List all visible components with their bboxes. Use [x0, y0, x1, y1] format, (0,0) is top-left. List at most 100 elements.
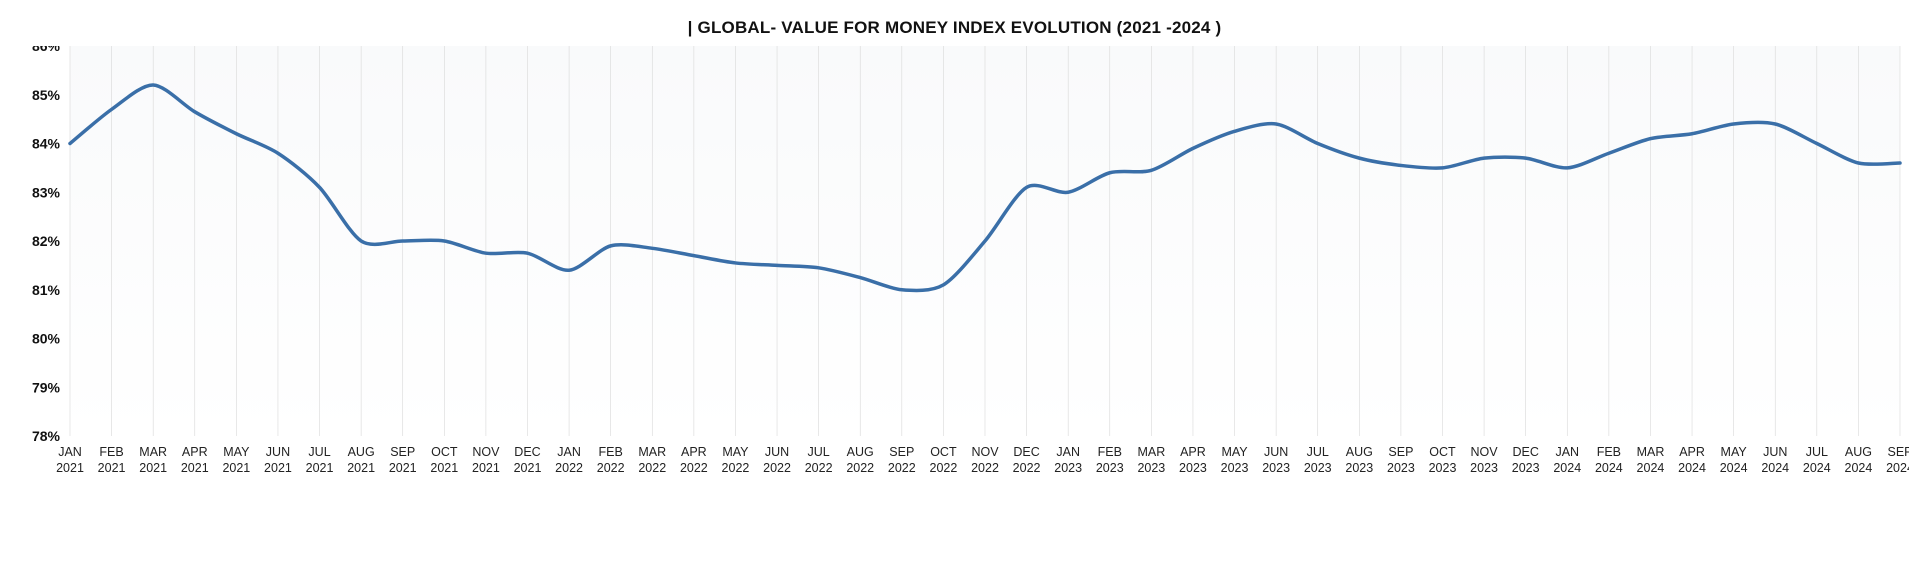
x-axis-tick-month: MAY: [1721, 445, 1748, 459]
x-axis-tick-month: APR: [182, 445, 208, 459]
x-axis-tick-year: 2022: [722, 461, 750, 475]
x-axis-tick-month: MAY: [722, 445, 749, 459]
x-axis-tick-month: AUG: [348, 445, 375, 459]
y-axis-tick-label: 79%: [32, 379, 61, 395]
x-axis-tick-year: 2023: [1387, 461, 1415, 475]
x-axis-tick-month: OCT: [1429, 445, 1456, 459]
x-axis-tick-year: 2024: [1720, 461, 1748, 475]
x-axis-tick-month: MAR: [638, 445, 666, 459]
y-axis-tick-label: 83%: [32, 184, 61, 200]
x-axis-tick-year: 2023: [1512, 461, 1540, 475]
x-axis-tick-month: JUN: [1763, 445, 1787, 459]
x-axis-tick-month: JUL: [1307, 445, 1329, 459]
x-axis-tick-year: 2021: [181, 461, 209, 475]
vfm-line-chart: | GLOBAL- VALUE FOR MONEY INDEX EVOLUTIO…: [0, 0, 1909, 586]
x-axis-tick-year: 2022: [971, 461, 999, 475]
x-axis-tick-year: 2021: [514, 461, 542, 475]
x-axis-tick-year: 2021: [347, 461, 375, 475]
x-axis-tick-year: 2023: [1179, 461, 1207, 475]
x-axis-tick-month: NOV: [971, 445, 999, 459]
y-axis-tick-label: 84%: [32, 136, 61, 152]
x-axis-tick-year: 2021: [306, 461, 334, 475]
x-axis-tick-month: JUL: [308, 445, 330, 459]
x-axis-tick-month: MAR: [1637, 445, 1665, 459]
x-axis-tick-year: 2024: [1637, 461, 1665, 475]
x-axis-tick-month: OCT: [431, 445, 458, 459]
x-axis-tick-month: JUL: [1806, 445, 1828, 459]
x-axis-tick-year: 2024: [1803, 461, 1831, 475]
x-axis-tick-month: MAR: [1137, 445, 1165, 459]
x-axis-tick-month: AUG: [1346, 445, 1373, 459]
x-axis-tick-year: 2021: [222, 461, 250, 475]
x-axis-tick-month: DEC: [514, 445, 540, 459]
x-axis-tick-month: APR: [1679, 445, 1705, 459]
x-axis-tick-year: 2024: [1845, 461, 1873, 475]
x-axis-tick-year: 2021: [472, 461, 500, 475]
x-axis-tick-year: 2022: [555, 461, 583, 475]
y-axis-tick-label: 81%: [32, 282, 61, 298]
y-axis-tick-label: 80%: [32, 331, 61, 347]
x-axis-tick-month: OCT: [930, 445, 957, 459]
x-axis-tick-month: JAN: [1056, 445, 1080, 459]
x-axis-tick-year: 2023: [1137, 461, 1165, 475]
x-axis-tick-year: 2021: [264, 461, 292, 475]
x-axis-tick-year: 2022: [1013, 461, 1041, 475]
x-axis-tick-year: 2024: [1595, 461, 1623, 475]
x-axis-tick-month: FEB: [1597, 445, 1621, 459]
x-axis-tick-year: 2023: [1054, 461, 1082, 475]
x-axis-tick-year: 2023: [1429, 461, 1457, 475]
x-axis-tick-year: 2021: [56, 461, 84, 475]
y-axis-tick-label: 85%: [32, 87, 61, 103]
x-axis-tick-year: 2023: [1262, 461, 1290, 475]
chart-title: | GLOBAL- VALUE FOR MONEY INDEX EVOLUTIO…: [0, 0, 1909, 46]
x-axis-tick-month: DEC: [1512, 445, 1538, 459]
x-axis-tick-year: 2023: [1221, 461, 1249, 475]
x-axis-tick-month: SEP: [889, 445, 914, 459]
x-axis-tick-month: AUG: [1845, 445, 1872, 459]
y-axis-tick-label: 78%: [32, 428, 61, 444]
x-axis-tick-month: JUL: [808, 445, 830, 459]
x-axis-tick-year: 2023: [1345, 461, 1373, 475]
x-axis-tick-year: 2023: [1096, 461, 1124, 475]
x-axis-tick-year: 2021: [98, 461, 126, 475]
y-axis-tick-label: 82%: [32, 233, 61, 249]
x-axis-tick-year: 2022: [597, 461, 625, 475]
x-axis-tick-month: JUN: [765, 445, 789, 459]
x-axis-tick-month: MAY: [1221, 445, 1248, 459]
x-axis-tick-year: 2022: [846, 461, 874, 475]
x-axis-tick-month: DEC: [1013, 445, 1039, 459]
x-axis-tick-year: 2022: [805, 461, 833, 475]
x-axis-tick-month: SEP: [390, 445, 415, 459]
x-axis-tick-month: NOV: [472, 445, 500, 459]
x-axis-tick-year: 2022: [638, 461, 666, 475]
x-axis-tick-month: JAN: [58, 445, 82, 459]
chart-plot-area: 78% 79% 80% 81% 82% 83% 84% 85% 86% JAN 2021 FEB 202…: [0, 46, 1909, 580]
x-axis-tick-year: 2022: [680, 461, 708, 475]
x-axis-tick-month: MAY: [223, 445, 250, 459]
x-axis-tick-year: 2024: [1761, 461, 1789, 475]
x-axis-tick-month: SEP: [1388, 445, 1413, 459]
x-axis-tick-month: MAR: [139, 445, 167, 459]
x-axis-tick-month: SEP: [1887, 445, 1909, 459]
x-axis-tick-month: JAN: [557, 445, 581, 459]
x-axis-tick-year: 2022: [930, 461, 958, 475]
x-axis-tick-year: 2024: [1886, 461, 1909, 475]
x-axis-tick-month: FEB: [599, 445, 623, 459]
x-axis-tick-month: APR: [681, 445, 707, 459]
x-axis-tick-month: JUN: [266, 445, 290, 459]
x-axis-tick-month: AUG: [847, 445, 874, 459]
x-axis-tick-month: APR: [1180, 445, 1206, 459]
x-axis-tick-month: FEB: [1098, 445, 1122, 459]
x-axis-tick-year: 2024: [1553, 461, 1581, 475]
x-axis-tick-month: FEB: [99, 445, 123, 459]
x-axis-tick-year: 2021: [430, 461, 458, 475]
y-axis-tick-label: 86%: [32, 46, 61, 54]
x-axis-tick-month: NOV: [1471, 445, 1499, 459]
x-axis-tick-year: 2024: [1678, 461, 1706, 475]
x-axis-tick-year: 2023: [1470, 461, 1498, 475]
x-axis-tick-year: 2021: [139, 461, 167, 475]
x-axis-tick-year: 2021: [389, 461, 417, 475]
x-axis-tick-year: 2023: [1304, 461, 1332, 475]
x-axis-tick-month: JAN: [1555, 445, 1579, 459]
x-axis-tick-year: 2022: [763, 461, 791, 475]
